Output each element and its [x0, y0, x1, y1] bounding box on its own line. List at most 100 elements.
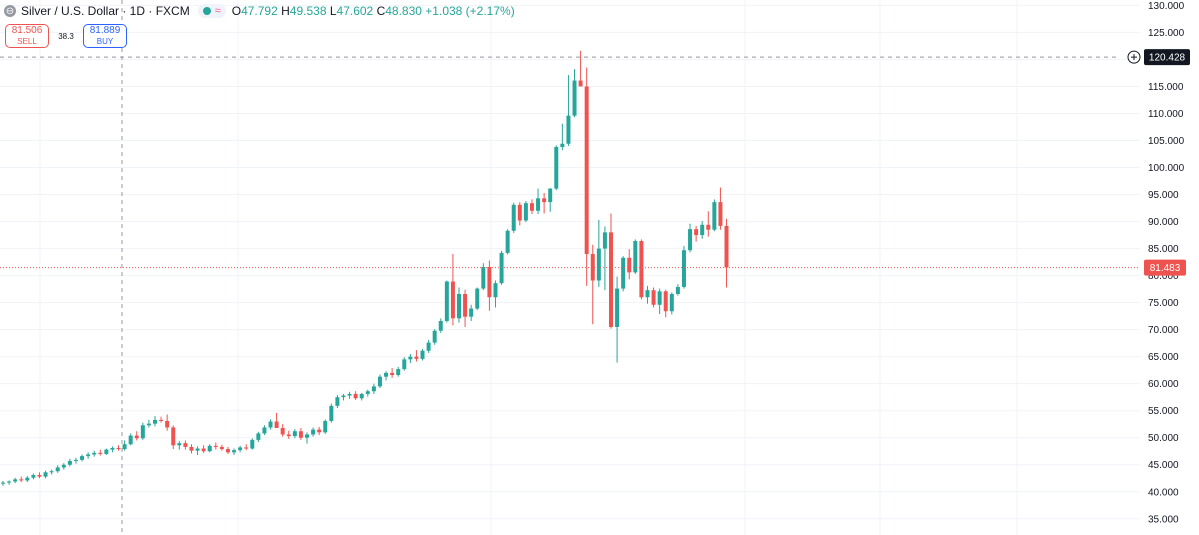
- candle-body: [724, 225, 729, 268]
- candle: [706, 211, 711, 237]
- high-label: H: [281, 4, 290, 18]
- candle-body: [645, 290, 650, 298]
- candle: [621, 256, 626, 292]
- candle: [298, 428, 303, 440]
- candle-body: [213, 445, 218, 447]
- candle-body: [1, 482, 5, 484]
- candle: [609, 213, 613, 329]
- candle: [390, 368, 395, 378]
- candle-body: [341, 395, 346, 398]
- candle-body: [633, 241, 638, 273]
- candle-body: [402, 359, 407, 370]
- candle: [268, 419, 273, 430]
- approx-icon: ≈: [214, 4, 221, 17]
- candle: [353, 391, 358, 400]
- candle-body: [286, 434, 291, 437]
- candle-body: [268, 421, 273, 428]
- candle: [548, 188, 553, 212]
- candle-body: [457, 293, 461, 319]
- candle-body: [706, 224, 711, 230]
- ohlc-values: O47.792 H49.538 L47.602 C48.830 +1.038 (…: [232, 4, 515, 18]
- candle-body: [171, 427, 176, 446]
- candle-body: [663, 291, 668, 312]
- crosshair-price-text: 120.428: [1149, 53, 1186, 64]
- candle-body: [128, 435, 133, 445]
- buy-label: BUY: [96, 36, 114, 46]
- candle: [335, 395, 340, 409]
- candle-body: [414, 356, 419, 359]
- candle-body: [280, 428, 285, 435]
- candle: [73, 457, 78, 464]
- candle-body: [700, 224, 705, 236]
- candle-body: [669, 293, 674, 312]
- candle: [377, 374, 382, 389]
- candle: [365, 389, 370, 397]
- candle: [140, 422, 145, 440]
- y-tick-label: 90.000: [1148, 217, 1179, 228]
- candle: [183, 440, 188, 450]
- candle-body: [542, 198, 547, 203]
- candle-body: [694, 229, 699, 236]
- y-tick-label: 45.000: [1148, 460, 1179, 471]
- candle-body: [657, 291, 662, 305]
- candle-body: [396, 369, 401, 376]
- candle-body: [621, 257, 626, 289]
- candle-body: [609, 232, 613, 327]
- y-tick-label: 35.000: [1148, 514, 1179, 525]
- candle: [712, 199, 717, 232]
- candle: [43, 470, 48, 479]
- candle-body: [86, 454, 91, 457]
- candle: [146, 419, 151, 428]
- candle-body: [232, 450, 237, 453]
- candle-body: [49, 471, 54, 473]
- candle: [615, 276, 620, 363]
- candle-body: [31, 475, 36, 478]
- spread-value: 38.3: [58, 31, 74, 41]
- candle: [578, 50, 583, 87]
- candle-body: [116, 447, 121, 450]
- y-tick-label: 80.000: [1148, 271, 1179, 282]
- candle-body: [444, 281, 449, 321]
- candle: [104, 448, 109, 456]
- candle-body: [493, 283, 498, 298]
- candle: [438, 318, 443, 333]
- candle: [602, 226, 607, 291]
- market-open-dot-icon: [202, 7, 211, 15]
- candle-body: [548, 188, 553, 203]
- y-tick-label: 40.000: [1148, 487, 1179, 498]
- low-label: L: [329, 4, 337, 18]
- candle: [590, 244, 595, 325]
- candle-body: [292, 431, 297, 437]
- candle-body: [675, 286, 680, 294]
- candle-body: [61, 464, 66, 468]
- candle-body: [426, 342, 431, 351]
- candle-body: [311, 429, 316, 435]
- candle-body: [450, 281, 455, 319]
- candle-body: [189, 446, 194, 451]
- candle: [225, 446, 230, 454]
- symbol-logo-icon[interactable]: ⊖: [4, 5, 16, 17]
- buy-button[interactable]: 81.889 BUY: [83, 24, 127, 48]
- candle-body: [584, 86, 589, 254]
- candle-body: [377, 376, 382, 387]
- candle-body: [347, 393, 352, 396]
- candle: [469, 304, 474, 321]
- y-tick-label: 65.000: [1148, 352, 1179, 363]
- status-badge[interactable]: ≈: [197, 4, 226, 18]
- y-tick-label: 100.000: [1148, 163, 1185, 174]
- candle: [317, 426, 322, 436]
- candle: [201, 445, 206, 453]
- symbol-title[interactable]: Silver / U.S. Dollar · 1D · FXCM: [21, 4, 190, 18]
- candle-body: [305, 434, 309, 438]
- candle: [536, 188, 541, 214]
- candle: [86, 452, 91, 459]
- candle-body: [572, 80, 577, 116]
- candle: [420, 349, 425, 361]
- candle: [37, 472, 42, 479]
- high-value: 49.538: [289, 4, 327, 18]
- sell-button[interactable]: 81.506 SELL: [5, 24, 49, 48]
- candle: [359, 392, 364, 401]
- candle: [529, 199, 534, 214]
- candle-body: [110, 447, 115, 450]
